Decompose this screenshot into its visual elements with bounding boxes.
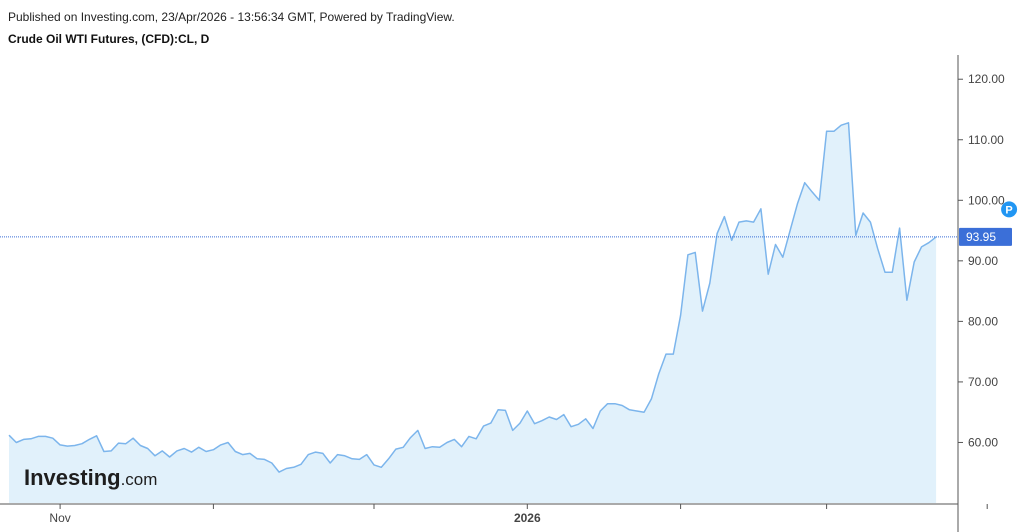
- price-series-line: [8, 122, 937, 473]
- x-tick-label: 2026: [514, 511, 541, 525]
- logo-brand: Investing: [24, 465, 121, 490]
- y-tick-label: 60.00: [968, 435, 998, 449]
- p-marker-label: P: [1005, 204, 1012, 216]
- y-tick-label: 100.00: [968, 193, 1005, 207]
- x-tick-label: Nov: [49, 511, 70, 525]
- chart-title: Crude Oil WTI Futures, (CFD):CL, D: [8, 32, 210, 46]
- p-marker[interactable]: P: [1001, 201, 1018, 218]
- last-price-label: 93.95: [966, 230, 996, 244]
- y-tick-label: 120.00: [968, 72, 1005, 86]
- logo-suffix: .com: [121, 470, 158, 489]
- y-tick-label: 90.00: [968, 254, 998, 268]
- y-axis: 60.00 70.00 80.00 90.00 100.00 110.00 120.00: [0, 55, 1005, 532]
- publish-info: Published on Investing.com, 23/Apr/2026 …: [8, 10, 455, 24]
- svg-text:Investing.com: Investing.com: [24, 465, 157, 490]
- y-tick-label: 110.00: [968, 133, 1004, 147]
- x-axis: Nov 2026: [49, 504, 988, 525]
- y-tick-label: 80.00: [968, 314, 998, 328]
- y-tick-label: 70.00: [968, 375, 998, 389]
- last-price-badge: 93.95: [959, 227, 1012, 246]
- p-marker-circle[interactable]: [1001, 201, 1018, 218]
- area-fill: [9, 122, 937, 504]
- investing-logo: Investing.com: [24, 465, 157, 490]
